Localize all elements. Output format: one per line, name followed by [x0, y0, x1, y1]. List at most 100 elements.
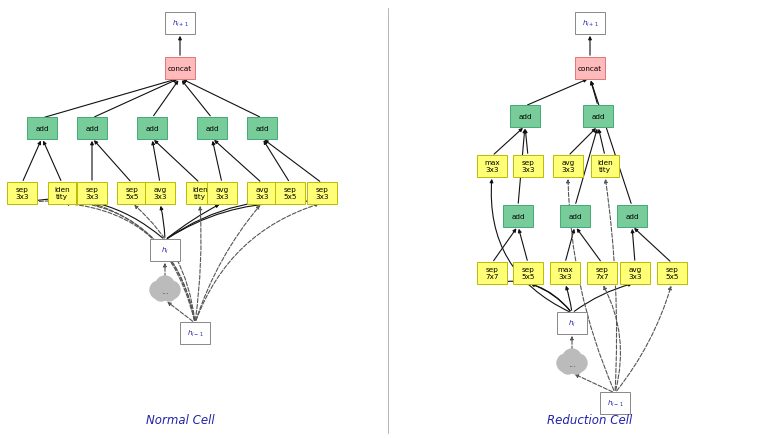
FancyBboxPatch shape: [145, 183, 175, 205]
FancyBboxPatch shape: [247, 183, 277, 205]
Text: avg
3x3: avg 3x3: [255, 187, 269, 200]
FancyBboxPatch shape: [27, 118, 57, 139]
FancyBboxPatch shape: [276, 183, 305, 205]
FancyArrowPatch shape: [167, 202, 286, 239]
Circle shape: [150, 281, 168, 299]
Text: iden
tity: iden tity: [192, 187, 208, 200]
Text: $h_{i+1}$: $h_{i+1}$: [581, 19, 598, 29]
FancyBboxPatch shape: [513, 263, 543, 284]
Text: avg
3x3: avg 3x3: [153, 187, 167, 200]
Text: sep
5x5: sep 5x5: [665, 267, 679, 280]
FancyBboxPatch shape: [575, 13, 605, 35]
FancyBboxPatch shape: [560, 206, 590, 227]
FancyBboxPatch shape: [503, 206, 533, 227]
Text: Normal Cell: Normal Cell: [146, 413, 214, 427]
Circle shape: [563, 349, 581, 367]
Text: $h_{i+1}$: $h_{i+1}$: [172, 19, 188, 29]
FancyBboxPatch shape: [117, 183, 146, 205]
Circle shape: [557, 354, 575, 372]
Text: ...: ...: [568, 360, 576, 369]
Circle shape: [156, 276, 174, 294]
FancyArrowPatch shape: [567, 180, 614, 391]
FancyBboxPatch shape: [591, 156, 619, 177]
Text: Reduction Cell: Reduction Cell: [547, 413, 632, 427]
FancyBboxPatch shape: [553, 156, 583, 177]
FancyBboxPatch shape: [150, 240, 180, 261]
Text: sep
3x3: sep 3x3: [15, 187, 29, 200]
Text: add: add: [145, 126, 159, 132]
Text: iden
tity: iden tity: [54, 187, 70, 200]
FancyBboxPatch shape: [77, 183, 107, 205]
FancyArrowPatch shape: [26, 201, 194, 321]
FancyBboxPatch shape: [165, 13, 195, 35]
Text: sep
7x7: sep 7x7: [485, 267, 499, 280]
Text: sep
5x5: sep 5x5: [283, 187, 297, 200]
FancyBboxPatch shape: [207, 183, 237, 205]
Text: sep
3x3: sep 3x3: [315, 187, 329, 200]
FancyBboxPatch shape: [77, 118, 107, 139]
FancyBboxPatch shape: [587, 263, 617, 284]
FancyBboxPatch shape: [600, 392, 630, 414]
Text: avg
3x3: avg 3x3: [561, 160, 575, 173]
Text: sep
3x3: sep 3x3: [85, 187, 99, 200]
FancyBboxPatch shape: [186, 183, 214, 205]
Text: add: add: [35, 126, 49, 132]
Text: max
3x3: max 3x3: [484, 160, 500, 173]
FancyBboxPatch shape: [620, 263, 650, 284]
FancyArrowPatch shape: [575, 284, 631, 312]
FancyBboxPatch shape: [510, 106, 540, 127]
FancyArrowPatch shape: [135, 206, 195, 321]
FancyBboxPatch shape: [513, 156, 543, 177]
FancyArrowPatch shape: [167, 201, 318, 239]
FancyBboxPatch shape: [137, 118, 167, 139]
FancyArrowPatch shape: [196, 204, 318, 321]
FancyBboxPatch shape: [180, 322, 209, 344]
Text: $h_{i-1}$: $h_{i-1}$: [187, 328, 203, 338]
FancyArrowPatch shape: [617, 287, 672, 391]
FancyBboxPatch shape: [307, 183, 337, 205]
Text: concat: concat: [578, 66, 602, 72]
Circle shape: [162, 287, 176, 301]
Text: concat: concat: [168, 66, 192, 72]
Text: sep
5x5: sep 5x5: [521, 267, 535, 280]
FancyBboxPatch shape: [48, 183, 76, 205]
Text: $h_i$: $h_i$: [161, 245, 169, 255]
Text: ...: ...: [161, 287, 169, 296]
FancyBboxPatch shape: [197, 118, 227, 139]
FancyArrowPatch shape: [490, 180, 569, 312]
FancyBboxPatch shape: [575, 58, 605, 80]
FancyArrowPatch shape: [195, 208, 202, 321]
Text: add: add: [205, 126, 219, 132]
FancyArrowPatch shape: [565, 287, 572, 311]
FancyArrowPatch shape: [496, 281, 570, 311]
FancyArrowPatch shape: [96, 205, 194, 321]
FancyBboxPatch shape: [557, 312, 587, 334]
Circle shape: [561, 360, 575, 374]
FancyBboxPatch shape: [477, 156, 507, 177]
FancyBboxPatch shape: [583, 106, 613, 127]
FancyArrowPatch shape: [196, 207, 260, 321]
Circle shape: [569, 354, 587, 372]
FancyArrowPatch shape: [160, 208, 165, 238]
FancyArrowPatch shape: [66, 203, 194, 321]
Circle shape: [569, 360, 583, 374]
Text: add: add: [625, 213, 639, 219]
FancyBboxPatch shape: [7, 183, 36, 205]
FancyArrowPatch shape: [26, 199, 163, 239]
Text: sep
7x7: sep 7x7: [595, 267, 609, 280]
Text: sep
5x5: sep 5x5: [125, 187, 139, 200]
Text: avg
3x3: avg 3x3: [628, 267, 642, 280]
Text: $h_i$: $h_i$: [568, 318, 576, 328]
Circle shape: [154, 287, 168, 301]
Text: add: add: [568, 213, 582, 219]
FancyArrowPatch shape: [167, 205, 219, 239]
Text: iden
tity: iden tity: [597, 160, 613, 173]
Text: avg
3x3: avg 3x3: [216, 187, 228, 200]
FancyBboxPatch shape: [550, 263, 580, 284]
FancyBboxPatch shape: [477, 263, 507, 284]
Text: add: add: [255, 126, 269, 132]
FancyArrowPatch shape: [605, 180, 616, 390]
Text: add: add: [518, 114, 532, 120]
FancyBboxPatch shape: [247, 118, 277, 139]
Circle shape: [162, 281, 180, 299]
